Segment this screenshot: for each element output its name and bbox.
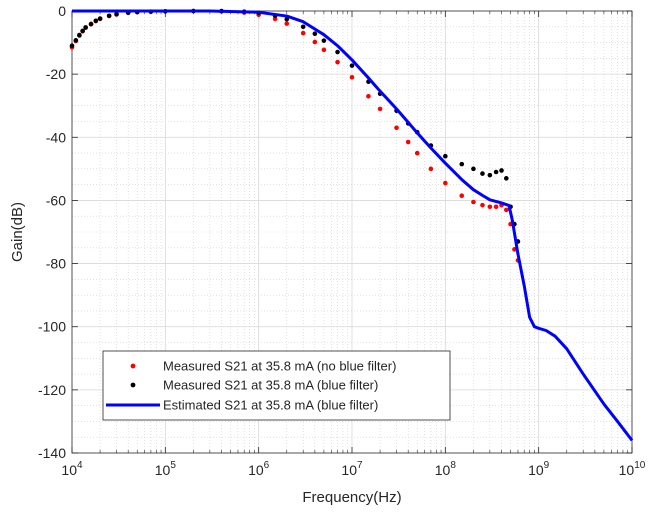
data-point-no-blue-filter xyxy=(312,39,318,45)
y-tick-label: -40 xyxy=(46,129,66,145)
legend-label-blue-filter: Measured S21 at 35.8 mA (blue filter) xyxy=(163,378,378,393)
data-point-no-blue-filter xyxy=(480,202,485,208)
legend-label-estimated: Estimated S21 at 35.8 mA (blue filter) xyxy=(163,398,378,413)
legend-box xyxy=(102,350,451,421)
x-tick-label: 108 xyxy=(435,460,457,478)
axis-ticks xyxy=(71,10,633,454)
data-point-no-blue-filter xyxy=(321,47,327,53)
data-point-blue-filter xyxy=(493,169,499,175)
x-tick-label: 106 xyxy=(248,460,270,478)
x-tick-labels: 104 105 106 107 108 109 1010 xyxy=(61,460,645,478)
series-layer xyxy=(69,8,634,442)
data-point-blue-filter xyxy=(300,24,306,30)
data-point-no-blue-filter xyxy=(493,204,499,210)
data-point-blue-filter xyxy=(471,166,476,172)
data-point-blue-filter xyxy=(499,168,504,173)
data-point-no-blue-filter xyxy=(394,125,399,131)
data-point-blue-filter xyxy=(83,25,88,30)
legend-marker-no-blue-filter xyxy=(130,363,136,369)
x-tick-label: 107 xyxy=(341,460,363,478)
y-tick-label: -100 xyxy=(38,319,66,335)
data-point-no-blue-filter xyxy=(487,204,493,210)
data-point-no-blue-filter xyxy=(377,106,383,112)
data-point-blue-filter xyxy=(106,13,112,19)
data-point-no-blue-filter xyxy=(284,21,290,26)
y-tick-label: -120 xyxy=(38,382,66,398)
data-point-blue-filter xyxy=(80,28,85,34)
data-point-blue-filter xyxy=(88,21,94,27)
data-point-no-blue-filter xyxy=(414,150,420,156)
y-tick-label: -20 xyxy=(46,66,66,82)
data-point-blue-filter xyxy=(349,63,355,68)
data-point-blue-filter xyxy=(459,161,465,167)
legend-marker-blue-filter xyxy=(130,382,136,388)
data-point-blue-filter xyxy=(487,172,493,178)
data-point-blue-filter xyxy=(69,43,75,49)
x-tick-label: 1010 xyxy=(619,460,646,478)
data-point-blue-filter xyxy=(284,16,290,22)
x-tick-label: 104 xyxy=(61,460,83,478)
data-point-blue-filter xyxy=(97,16,103,21)
data-point-blue-filter xyxy=(77,32,82,38)
data-point-no-blue-filter xyxy=(349,75,355,80)
data-point-blue-filter xyxy=(321,38,327,43)
data-point-blue-filter xyxy=(504,176,509,181)
data-point-no-blue-filter xyxy=(504,207,509,213)
data-point-no-blue-filter xyxy=(471,199,476,205)
y-tick-label: 0 xyxy=(58,3,66,19)
legend-label-no-blue-filter: Measured S21 at 35.8 mA (no blue filter) xyxy=(163,359,396,374)
data-point-no-blue-filter xyxy=(405,139,411,145)
data-point-blue-filter xyxy=(443,153,448,159)
data-point-blue-filter xyxy=(335,49,340,55)
data-point-blue-filter xyxy=(93,18,99,24)
data-point-blue-filter xyxy=(480,171,485,176)
data-point-no-blue-filter xyxy=(300,30,306,36)
data-point-no-blue-filter xyxy=(272,16,278,22)
y-tick-label: -60 xyxy=(46,192,66,208)
y-tick-labels: 0 -20 -40 -60 -80 -100 -120 -140 xyxy=(38,3,66,461)
series-line-estimated xyxy=(72,9,634,442)
y-axis-label: Gain(dB) xyxy=(9,202,26,262)
data-point-no-blue-filter xyxy=(335,59,340,65)
data-point-blue-filter xyxy=(73,38,79,43)
data-point-no-blue-filter xyxy=(443,180,448,186)
data-point-blue-filter xyxy=(312,31,318,37)
major-grid xyxy=(72,11,632,453)
x-tick-label: 105 xyxy=(155,460,177,478)
x-axis-label: Frequency(Hz) xyxy=(302,489,401,506)
data-point-no-blue-filter xyxy=(459,193,465,198)
data-point-no-blue-filter xyxy=(366,93,371,99)
data-point-no-blue-filter xyxy=(428,166,434,172)
y-tick-label: -140 xyxy=(38,445,66,461)
x-tick-label: 109 xyxy=(528,460,550,478)
y-tick-label: -80 xyxy=(46,256,66,272)
data-point-blue-filter xyxy=(114,11,119,17)
legend: Measured S21 at 35.8 mA (no blue filter)… xyxy=(102,350,451,421)
